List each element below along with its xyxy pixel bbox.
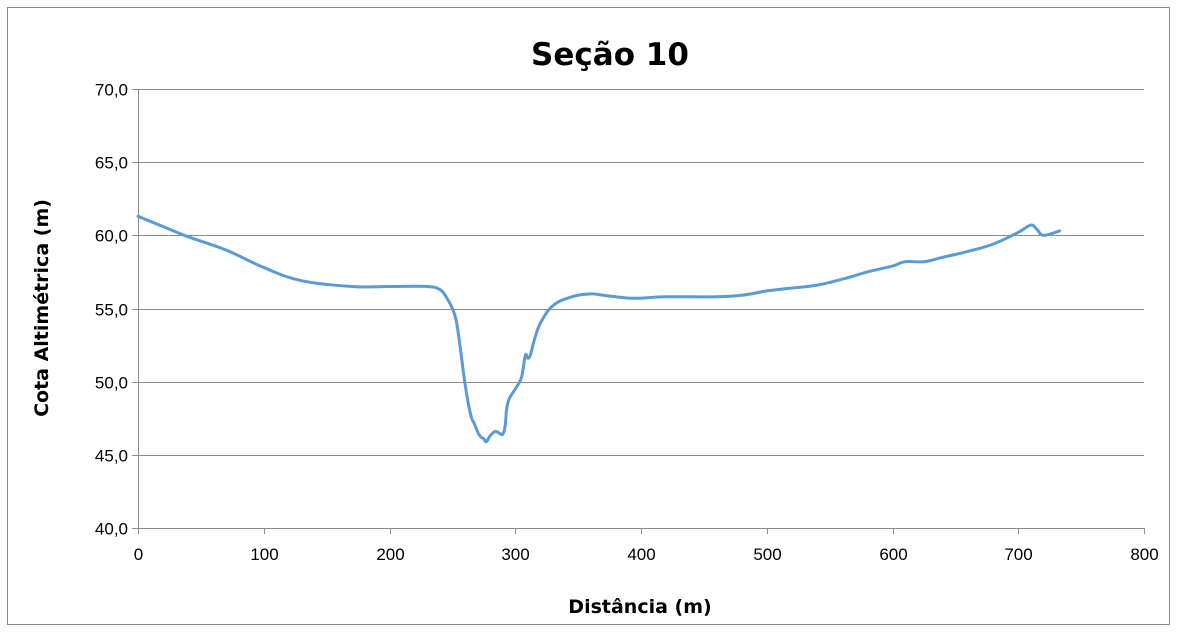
y-tick-label: 45,0: [95, 447, 128, 466]
series-layer: [136, 214, 1062, 444]
y-axis-title: Cota Altimétrica (m): [31, 199, 53, 417]
x-tick-label: 500: [753, 545, 781, 564]
x-axis-title: Distância (m): [568, 596, 711, 618]
y-tick-label: 55,0: [95, 301, 128, 320]
x-tick-label: 800: [1130, 545, 1158, 564]
y-tick-label: 50,0: [95, 374, 128, 393]
tick-labels: 40,0 45,0 50,0 55,0 60,0 65,0 70,0 0 100 200 300 40…: [95, 81, 1159, 565]
y-tick-label: 65,0: [95, 154, 128, 173]
x-tick-label: 700: [1004, 545, 1032, 564]
x-tick-label: 100: [250, 545, 278, 564]
series-line: [136, 214, 1062, 444]
chart-frame: [7, 7, 1170, 625]
axes: [132, 89, 1145, 534]
gridlines: [138, 89, 1144, 456]
x-tick-label: 300: [501, 545, 529, 564]
x-tick-label: 200: [376, 545, 404, 564]
y-tick-label: 40,0: [95, 520, 128, 539]
y-tick-label: 60,0: [95, 227, 128, 246]
x-tick-label: 0: [134, 545, 143, 564]
chart-title: Seção 10: [531, 37, 689, 73]
x-tick-label: 400: [627, 545, 655, 564]
y-tick-label: 70,0: [95, 81, 128, 100]
x-tick-label: 600: [879, 545, 907, 564]
